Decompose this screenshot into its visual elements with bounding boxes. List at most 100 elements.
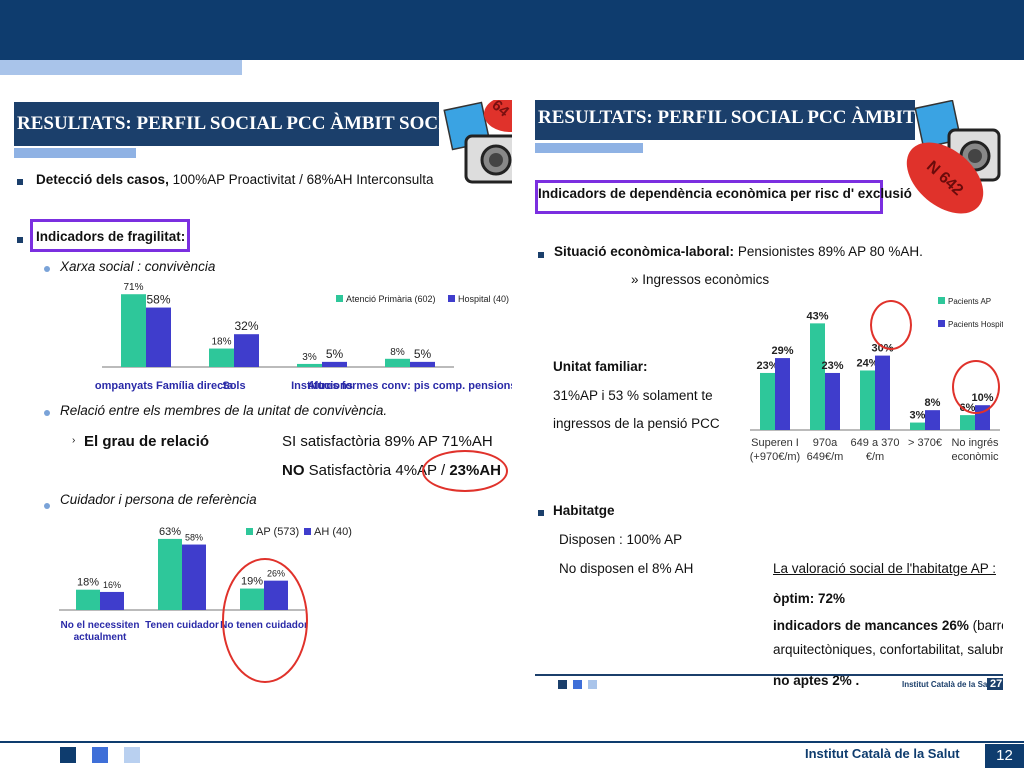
relation-degree: El grau de relació xyxy=(84,433,210,450)
footer-org: Institut Català de la Salut xyxy=(805,746,960,761)
right-slide-title: RESULTATS: PERFIL SOCIAL PCC ÀMBIT SOCIA… xyxy=(535,100,993,140)
unit-family-line: 31%AP i 53 % solament te xyxy=(553,388,713,403)
data-label: 32% xyxy=(234,319,258,333)
detection-label: Detecció dels casos, xyxy=(36,172,169,187)
legend-swatch xyxy=(938,320,945,327)
tick-label: No ingrés xyxy=(951,437,999,449)
tick-label: 970a xyxy=(813,437,838,449)
data-label: 3% xyxy=(302,352,317,363)
legend-label: AH (40) xyxy=(314,526,352,538)
data-label: 58% xyxy=(146,293,170,307)
highlight-ellipse xyxy=(222,558,308,683)
dependency-heading: Indicadors de dependència econòmica per … xyxy=(538,186,912,201)
bar xyxy=(100,591,124,610)
tick-label: 649 a 370 xyxy=(851,437,900,449)
tick-label: ompanyats Família directa xyxy=(95,380,234,392)
bullet xyxy=(44,503,50,509)
legend-label: Hospital (40) xyxy=(458,294,509,304)
footer-square xyxy=(558,680,567,689)
bar xyxy=(960,415,975,430)
tick-label: > 370€ xyxy=(908,437,942,449)
right-footer-line xyxy=(535,674,1003,676)
data-label: 71% xyxy=(123,282,143,293)
footer-line xyxy=(0,741,1024,743)
bar xyxy=(775,358,790,430)
bullet xyxy=(17,237,23,243)
bullet xyxy=(17,179,23,185)
bullet xyxy=(538,510,544,516)
tick-label: (+970€/m) xyxy=(750,451,800,463)
bar xyxy=(182,544,206,610)
legend-swatch xyxy=(246,528,253,535)
econ-value: Pensionistes 89% AP 80 %AH. xyxy=(737,244,923,259)
data-label: 8% xyxy=(390,347,405,358)
footer-square xyxy=(60,747,76,763)
data-label: 23% xyxy=(756,360,778,372)
bar xyxy=(860,370,875,430)
bar xyxy=(910,422,925,430)
bar xyxy=(209,348,234,367)
frailty-highlight-box xyxy=(30,219,190,252)
data-label: 18% xyxy=(77,577,99,589)
footer-square xyxy=(573,680,582,689)
page-number: 12 xyxy=(985,744,1024,768)
deficits-rest: (barreres xyxy=(972,618,1003,633)
left-title-accent xyxy=(14,148,136,158)
legend-swatch xyxy=(938,297,945,304)
data-label: 63% xyxy=(159,526,181,538)
housing-no: No disposen el 8% AH xyxy=(559,561,694,576)
data-label: 8% xyxy=(925,397,941,409)
footer-square xyxy=(92,747,108,763)
deficits-line2: arquitectòniques, confortabilitat, salub… xyxy=(773,642,1003,657)
dependency-box xyxy=(535,180,883,214)
tick-label: €/m xyxy=(866,451,884,463)
header-accent xyxy=(0,60,242,75)
tick-label: Altres formes conv: pis comp. pensions xyxy=(307,380,512,392)
deficits-bold: indicadors de mancances 26% xyxy=(773,618,969,633)
tick-label: actualment xyxy=(74,632,127,643)
footer-square xyxy=(588,680,597,689)
not-rest: Satisfactòria 4%AP / xyxy=(308,462,446,479)
optimal-line: òptim: 72% xyxy=(773,591,846,606)
data-label: 43% xyxy=(806,310,828,322)
bar xyxy=(875,355,890,430)
left-slide-image: RESULTATS: PERFIL SOCIAL PCC ÀMBIT SOCIA… xyxy=(14,100,512,695)
highlight-ellipse xyxy=(422,450,508,492)
bar xyxy=(810,323,825,430)
econ-line: Situació econòmica-laboral: Pensionistes… xyxy=(554,244,923,259)
bar xyxy=(925,410,940,430)
data-label: 5% xyxy=(326,347,344,361)
highlight-ellipse xyxy=(952,360,1000,414)
bar xyxy=(76,589,100,610)
relation-heading: Relació entre els membres de la unitat d… xyxy=(60,403,388,418)
data-label: 5% xyxy=(414,347,432,361)
bar xyxy=(322,361,347,367)
right-footer-page: 27 xyxy=(987,678,1003,690)
housing-yes: Disposen : 100% AP xyxy=(559,532,683,547)
detection-line: Detecció dels casos, 100%AP Proactivitat… xyxy=(36,172,433,187)
data-label: 24% xyxy=(856,357,878,369)
bar xyxy=(760,372,775,430)
bullet xyxy=(44,410,50,416)
legend-swatch xyxy=(304,528,311,535)
valuation-title: La valoració social de l'habitatge AP : xyxy=(773,561,996,576)
camera-icon xyxy=(443,100,512,184)
left-slide-title: RESULTATS: PERFIL SOCIAL PCC ÀMBIT SOCIA… xyxy=(14,102,472,146)
not-fit-line: no aptes 2% . xyxy=(773,673,860,688)
header-band xyxy=(0,0,1024,60)
frailty-heading: Indicadors de fragilitat: xyxy=(36,229,186,244)
bar xyxy=(146,307,171,367)
bar xyxy=(825,372,840,430)
data-label: 58% xyxy=(185,533,203,543)
caregiver-heading: Cuidador i persona de referència xyxy=(60,492,257,507)
detection-value: 100%AP Proactivitat / 68%AH Interconsult… xyxy=(172,172,434,187)
econ-label: Situació econòmica-laboral: xyxy=(554,244,735,259)
legend-swatch xyxy=(448,295,455,302)
satisfactory-line: SI satisfactòria 89% AP 71%AH xyxy=(282,433,493,450)
housing-heading: Habitatge xyxy=(553,503,615,518)
data-label: 3% xyxy=(910,410,926,422)
data-label: 18% xyxy=(211,337,231,348)
bar xyxy=(121,294,146,367)
bar xyxy=(385,358,410,367)
tick-label: Institucions xyxy=(291,380,353,392)
